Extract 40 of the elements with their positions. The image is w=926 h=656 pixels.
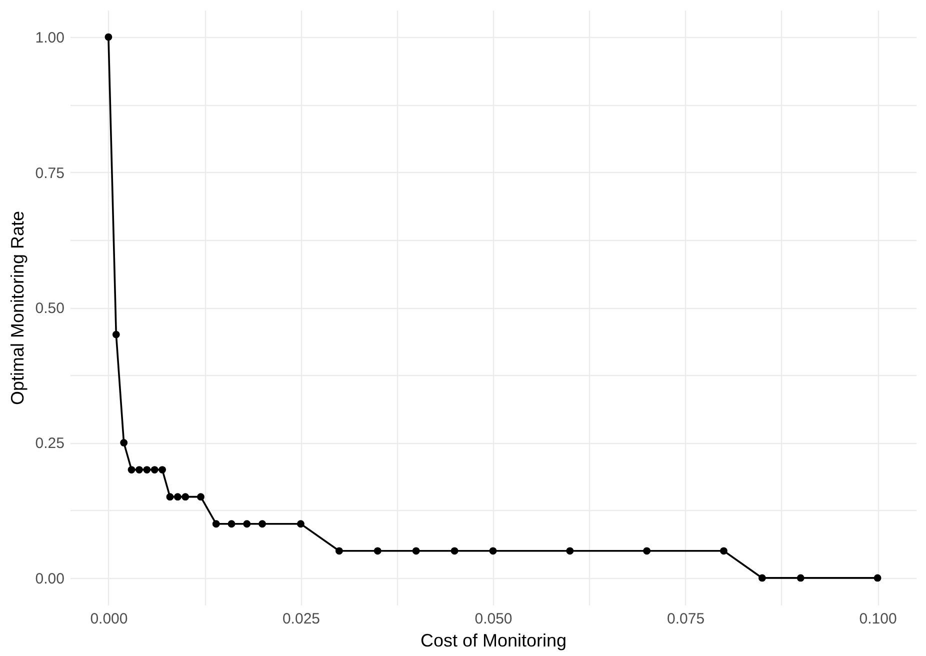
point	[258, 520, 266, 528]
point	[166, 493, 174, 501]
point	[136, 466, 143, 474]
point	[128, 466, 136, 474]
x-tick-label: 0.025	[282, 610, 320, 628]
point	[412, 547, 420, 555]
x-tick-label: 0.050	[474, 610, 512, 628]
point	[489, 547, 497, 555]
point	[566, 547, 574, 555]
y-tick-label: 0.75	[35, 164, 64, 182]
point	[758, 574, 766, 582]
x-axis-title: Cost of Monitoring	[420, 630, 567, 650]
point	[104, 33, 112, 41]
y-axis-title: Optimal Monitoring Rate	[7, 210, 28, 406]
y-tick-label: 1.00	[35, 30, 64, 47]
y-tick-label: 0.50	[35, 300, 64, 317]
point	[158, 466, 166, 474]
point	[874, 574, 882, 582]
point	[197, 493, 204, 501]
point	[174, 493, 182, 501]
point	[796, 574, 804, 582]
point	[228, 520, 236, 528]
y-tick-label: 0.00	[35, 570, 64, 588]
point	[150, 466, 158, 474]
point	[374, 547, 382, 555]
x-tick-label: 0.075	[667, 610, 705, 628]
point	[335, 547, 343, 555]
point	[182, 493, 190, 501]
point	[720, 547, 728, 555]
point	[112, 330, 120, 338]
point	[297, 520, 304, 528]
point	[212, 520, 220, 528]
x-tick-label: 0.000	[90, 610, 128, 628]
point	[143, 466, 151, 474]
point	[643, 547, 651, 555]
point	[243, 520, 251, 528]
point	[120, 439, 128, 446]
y-tick-label: 0.25	[35, 435, 64, 452]
x-tick-label: 0.100	[859, 610, 897, 628]
point	[450, 547, 458, 555]
